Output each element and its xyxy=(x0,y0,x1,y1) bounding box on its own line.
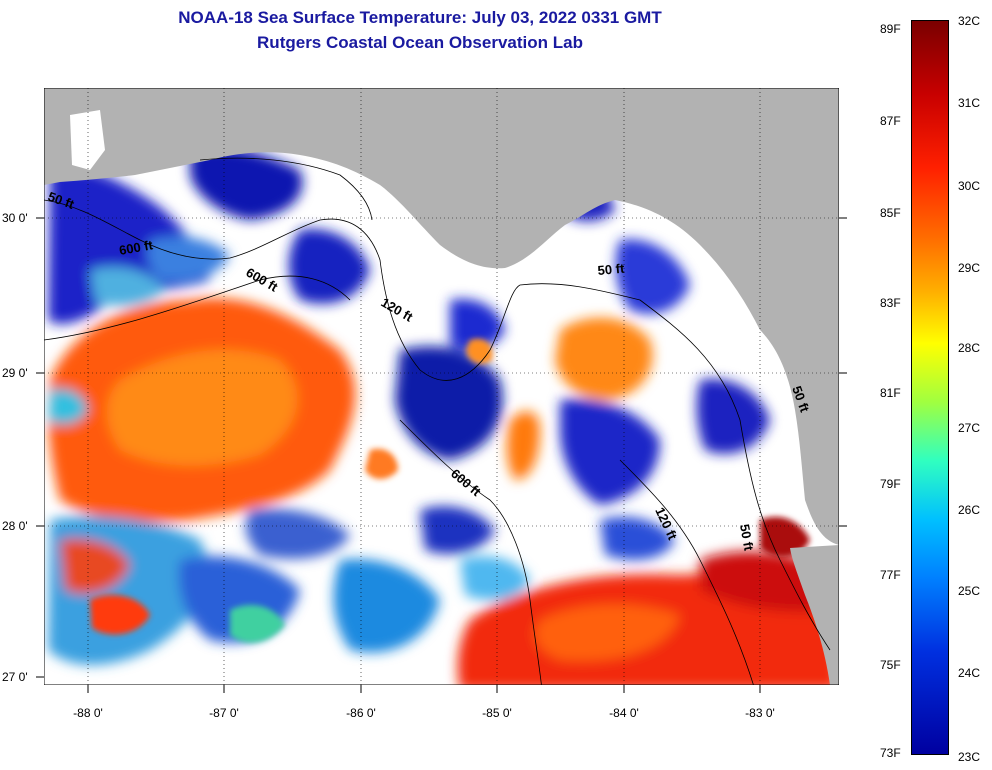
colorbar-c-label: 29C xyxy=(958,261,981,275)
colorbar-c-label: 26C xyxy=(958,503,981,517)
lon-label: -85 0' xyxy=(482,706,512,720)
depth-contours xyxy=(44,157,831,685)
colorbar-f-label: 81F xyxy=(880,386,901,400)
lon-label: -84 0' xyxy=(609,706,639,720)
colorbar-f-label: 83F xyxy=(880,296,901,310)
colorbar-f-label: 79F xyxy=(880,477,901,491)
lat-label: 28 0' xyxy=(2,519,28,533)
lat-label: 29 0' xyxy=(2,366,28,380)
colorbar-c-label: 30C xyxy=(958,179,981,193)
colorbar-c-label: 25C xyxy=(958,584,981,598)
colorbar-f-label: 73F xyxy=(880,746,901,760)
contour-label: 50 ft xyxy=(597,261,626,278)
colorbar-f-label: 87F xyxy=(880,114,901,128)
colorbar-f-label: 85F xyxy=(880,206,901,220)
colorbar-f-label: 75F xyxy=(880,658,901,672)
colorbar-f-label: 89F xyxy=(880,22,901,36)
colorbar-f-label: 77F xyxy=(880,568,901,582)
map-frame: 50 ft 600 ft 600 ft 120 ft 50 ft 600 ft … xyxy=(44,88,839,685)
bay-cloud xyxy=(70,110,105,170)
contour-label: 600 ft xyxy=(118,237,155,258)
peninsula-land xyxy=(790,545,839,685)
colorbar-c-label: 32C xyxy=(958,14,981,28)
lat-label: 30 0' xyxy=(2,211,28,225)
map-subtitle: Rutgers Coastal Ocean Observation Lab xyxy=(257,33,583,52)
color-scale-bar xyxy=(911,20,949,755)
lon-label: -88 0' xyxy=(73,706,103,720)
colorbar-c-label: 28C xyxy=(958,341,981,355)
lat-label: 27 0' xyxy=(2,670,28,684)
lon-label: -83 0' xyxy=(745,706,775,720)
lon-label: -87 0' xyxy=(209,706,239,720)
colorbar-c-label: 27C xyxy=(958,421,981,435)
colorbar-c-label: 31C xyxy=(958,96,981,110)
lon-label: -86 0' xyxy=(346,706,376,720)
land-mass xyxy=(44,88,839,545)
axis-ticks xyxy=(36,217,847,693)
map-title: NOAA-18 Sea Surface Temperature: July 03… xyxy=(178,8,662,27)
contour-label: 50 ft xyxy=(737,523,757,553)
colorbar-c-label: 23C xyxy=(958,750,981,764)
grid-lines xyxy=(44,88,839,685)
colorbar-c-label: 24C xyxy=(958,666,981,680)
